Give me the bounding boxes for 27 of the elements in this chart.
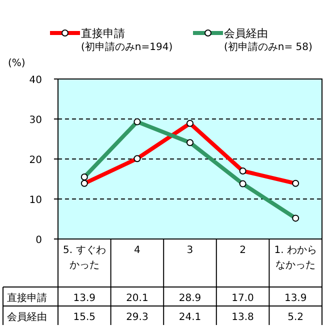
text: 直接申請 bbox=[7, 293, 47, 304]
data-label: 13.8 bbox=[232, 312, 254, 323]
legend-label: 直接申請 bbox=[81, 27, 125, 40]
data-label: 13.9 bbox=[284, 293, 307, 304]
y-axis-title: (%) bbox=[8, 58, 26, 69]
data-label: 13.9 bbox=[73, 293, 96, 304]
x-tick-label: 5. すぐわかった bbox=[62, 244, 107, 273]
data-label: 28.9 bbox=[178, 293, 202, 304]
y-tick-label: 40 bbox=[29, 75, 42, 86]
data-label: 24.1 bbox=[178, 312, 202, 323]
x-tick-label: 3 bbox=[186, 244, 194, 258]
data-label: 29.3 bbox=[126, 312, 148, 323]
x-tick-label: 4 bbox=[133, 244, 142, 258]
data-label: 17.0 bbox=[232, 293, 254, 304]
text: (初申請のみn=194) bbox=[81, 41, 173, 53]
text: 会員経由 bbox=[7, 312, 47, 323]
text: (初申請のみn= 58) bbox=[224, 41, 313, 53]
data-label: 20.1 bbox=[126, 293, 148, 304]
data-label: 15.5 bbox=[73, 312, 96, 323]
x-tick-label: 2 bbox=[238, 244, 247, 258]
y-tick-label: 20 bbox=[29, 155, 42, 166]
y-tick-label: 10 bbox=[29, 195, 42, 206]
x-tick-label: 1. わからなかった bbox=[273, 244, 318, 273]
legend-label: 会員経由 bbox=[224, 27, 268, 40]
data-label: 5.2 bbox=[288, 312, 304, 323]
y-tick-label: 30 bbox=[29, 115, 42, 126]
y-tick-label: 0 bbox=[36, 235, 42, 246]
